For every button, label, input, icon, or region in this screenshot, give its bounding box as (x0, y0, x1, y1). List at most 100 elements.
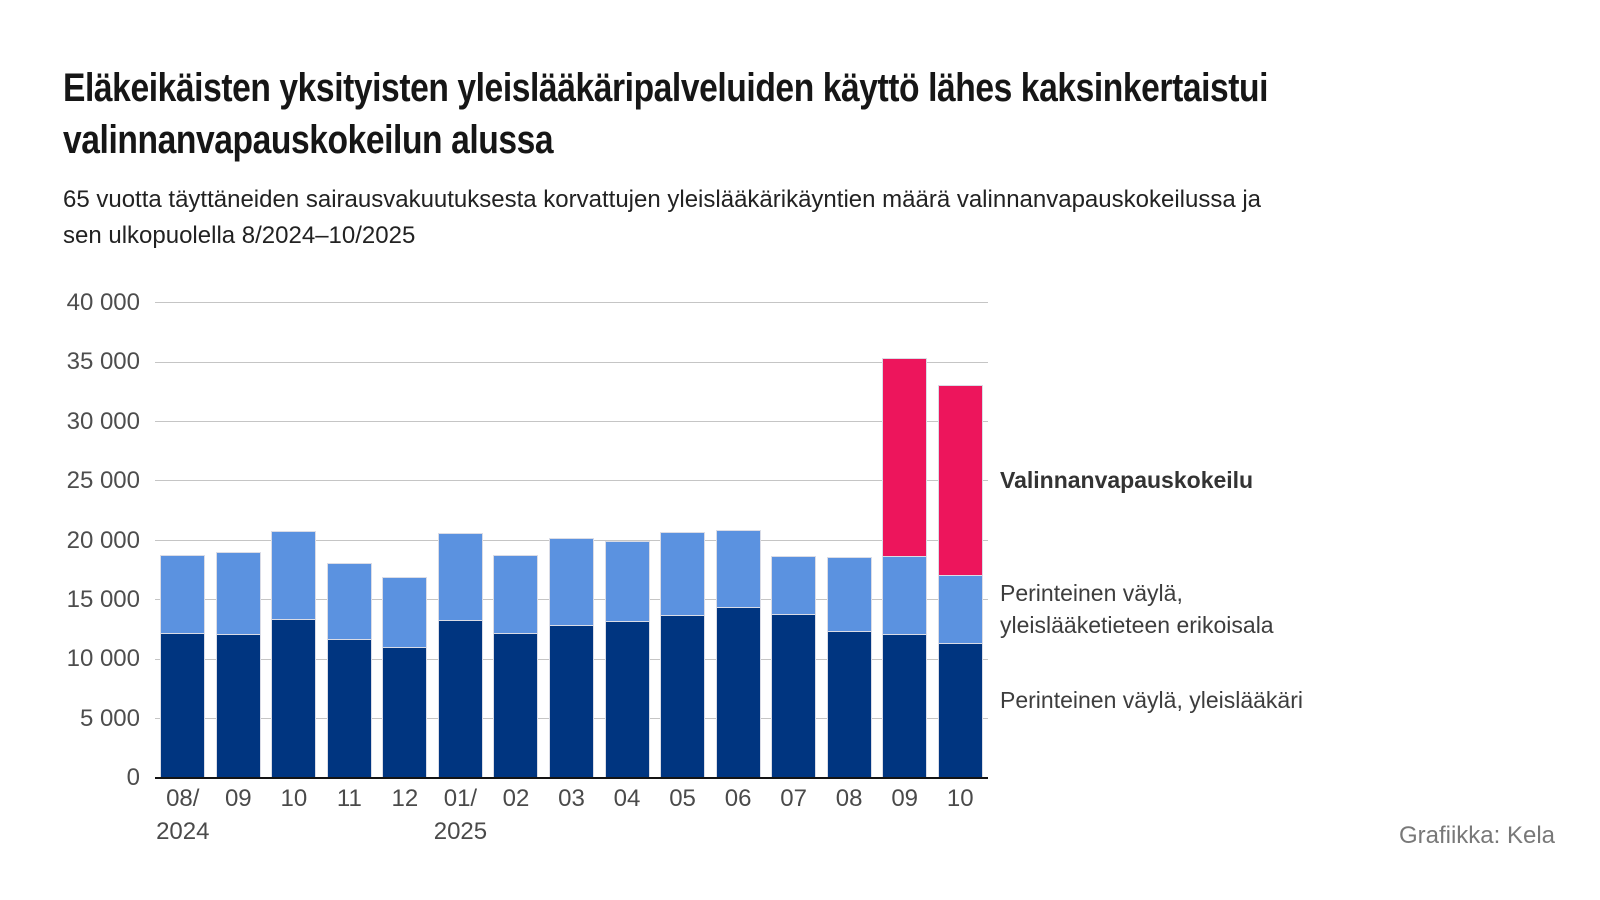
bar-segment-dark-09/2024 (215, 634, 261, 779)
bar-segment-light-05/2025 (660, 532, 706, 617)
bar-09/2025 (882, 0, 928, 779)
chart-subtitle-line2: sen ulkopuolella 8/2024–10/2025 (63, 222, 416, 249)
bar-01/2025 (437, 0, 483, 779)
bar-segment-dark-05/2025 (660, 615, 706, 779)
x-axis-month-label: 08/ (166, 785, 200, 812)
bar-06/2025 (715, 0, 761, 779)
x-axis-month-label: 07 (780, 785, 807, 812)
x-axis-tick-label: 09 (193, 784, 283, 814)
gridline-25000 (155, 480, 988, 482)
y-axis-tick-label: 20 000 (66, 526, 140, 554)
x-axis-tick-label: 11 (304, 784, 394, 814)
bar-04/2025 (604, 0, 650, 779)
y-axis-tick-label: 15 000 (66, 585, 140, 613)
bar-segment-light-10/2025 (937, 574, 983, 644)
bar-10/2024 (271, 0, 317, 779)
legend-label-valinnanvapauskokeilu: Valinnanvapauskokeilu (1000, 467, 1254, 493)
bar-segment-dark-09/2025 (882, 634, 928, 779)
bar-02/2025 (493, 0, 539, 779)
bar-segment-light-10/2024 (271, 531, 317, 620)
bar-segment-dark-04/2025 (604, 621, 650, 779)
x-axis-tick-label: 03 (527, 784, 617, 814)
bar-segment-light-06/2025 (715, 529, 761, 608)
bar-segment-dark-08/2024 (160, 633, 206, 779)
bar-09/2024 (215, 0, 261, 779)
x-axis-month-label: 03 (558, 785, 585, 812)
x-axis-line (155, 777, 988, 779)
bar-segment-pink-09/2025 (882, 357, 928, 557)
bar-07/2025 (771, 0, 817, 779)
x-axis-month-label: 01/ (443, 785, 478, 812)
x-axis-month-label: 08 (835, 785, 863, 812)
x-axis-tick-label: 08 (804, 784, 894, 814)
x-axis-tick-label: 06 (693, 784, 783, 814)
x-axis-month-label: 10 (946, 785, 974, 812)
x-axis-tick-label: 12 (360, 784, 450, 814)
x-axis-tick-label: 10 (249, 784, 339, 814)
gridline-30000 (155, 421, 988, 422)
legend-label-perinteinen-erikoisala-line2: yleislääketieteen erikoisala (1000, 612, 1274, 638)
x-axis-tick-label: 04 (582, 784, 672, 814)
x-axis-year-label: 2025 (433, 818, 488, 845)
bar-segment-light-08/2024 (160, 554, 206, 635)
chart-subtitle-line1: 65 vuotta täyttäneiden sairausvakuutukse… (63, 186, 1262, 213)
bar-segment-light-03/2025 (549, 538, 594, 626)
bar-segment-dark-06/2025 (715, 607, 761, 779)
x-axis-month-label: 12 (391, 785, 419, 812)
x-axis-tick-label: 01/2025 (415, 784, 505, 847)
y-axis-tick-label: 35 000 (66, 348, 140, 376)
page-title: Eläkeikäisten yksityisten yleislääkäripa… (63, 62, 1269, 166)
x-axis-month-label: 04 (613, 785, 641, 812)
x-axis-month-label: 05 (669, 785, 696, 812)
bar-08/2025 (826, 0, 872, 779)
bar-segment-dark-10/2024 (271, 618, 317, 779)
bar-segment-light-02/2025 (493, 554, 539, 635)
x-axis-month-label: 02 (502, 785, 530, 812)
bar-05/2025 (660, 0, 706, 779)
y-axis-tick-label: 10 000 (66, 645, 140, 673)
x-axis-tick-label: 08/2024 (138, 784, 228, 847)
y-axis-tick-label: 40 000 (66, 289, 140, 316)
gridline-35000 (155, 361, 988, 363)
y-axis-tick-label: 0 (126, 764, 140, 791)
bar-segment-pink-10/2025 (937, 384, 983, 576)
x-axis-month-label: 10 (280, 785, 308, 812)
bar-segment-dark-12/2024 (382, 647, 428, 779)
chart-subtitle: 65 vuotta täyttäneiden sairausvakuutukse… (63, 182, 1261, 254)
bar-segment-light-04/2025 (604, 540, 650, 623)
bar-segment-light-01/2025 (437, 533, 483, 622)
bar-10/2025 (937, 0, 983, 779)
legend-label-perinteinen-erikoisala: Perinteinen väylä, yleislääketieteen eri… (1000, 577, 1274, 641)
x-axis-month-label: 09 (891, 785, 919, 812)
gridline-40000 (155, 302, 988, 304)
x-axis-tick-label: 07 (749, 784, 839, 814)
bar-11/2024 (326, 0, 372, 779)
x-axis-tick-label: 02 (471, 784, 561, 814)
bar-segment-light-09/2025 (882, 555, 928, 636)
legend-label-perinteinen-erikoisala-line1: Perinteinen väylä, (1000, 580, 1183, 606)
bar-segment-dark-01/2025 (437, 620, 483, 779)
x-axis-tick-label: 05 (638, 784, 728, 814)
bar-segment-dark-08/2025 (826, 630, 872, 779)
x-axis-tick-label: 09 (860, 784, 950, 814)
y-axis-tick-label: 30 000 (66, 407, 140, 435)
page-title-line1: Eläkeikäisten yksityisten yleislääkäripa… (63, 66, 1269, 110)
x-axis-month-label: 06 (724, 785, 752, 812)
page-title-line2: valinnanvapauskokeilun alussa (63, 118, 554, 162)
bar-segment-light-11/2024 (326, 563, 372, 641)
legend-label-perinteinen-yleislaakari: Perinteinen väylä, yleislääkäri (1000, 687, 1303, 713)
bar-segment-light-12/2024 (382, 577, 428, 649)
y-axis-tick-label: 5 000 (79, 704, 140, 732)
x-axis-month-label: 09 (224, 785, 252, 812)
bar-08/2024 (160, 0, 206, 779)
x-axis-tick-label: 10 (915, 784, 1005, 814)
x-axis-year-label: 2024 (156, 818, 210, 845)
bar-segment-dark-02/2025 (493, 633, 539, 779)
bar-segment-dark-10/2025 (937, 642, 983, 779)
bar-segment-dark-07/2025 (771, 614, 817, 779)
bar-segment-dark-03/2025 (549, 624, 594, 779)
y-axis-tick-label: 25 000 (66, 467, 140, 495)
bar-segment-light-08/2025 (826, 557, 872, 632)
